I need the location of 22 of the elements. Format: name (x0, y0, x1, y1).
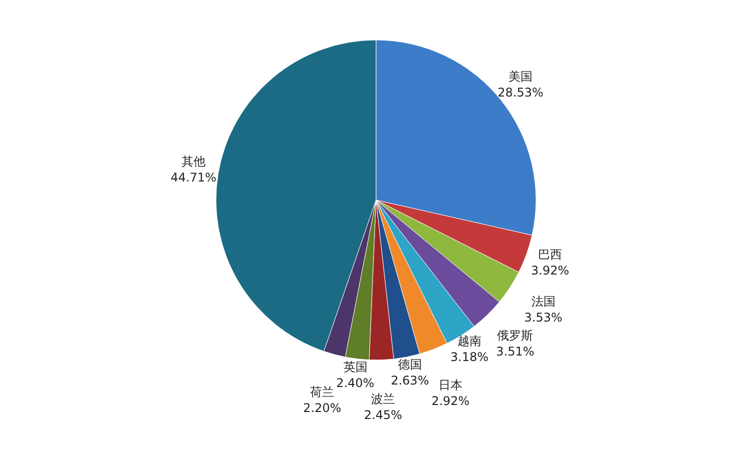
data-label: 2.92% (431, 394, 470, 408)
data-label: 3.53% (524, 310, 562, 325)
data-label: 28.53% (498, 85, 544, 100)
slice-label: 荷兰 (310, 384, 334, 399)
slice-label: 越南 (457, 334, 482, 348)
slice-label: 波兰 (371, 392, 396, 406)
data-label: 44.71% (170, 170, 216, 184)
data-label: 3.51% (496, 344, 534, 359)
data-label: 3.18% (450, 350, 489, 364)
data-label: 3.92% (531, 264, 570, 278)
slice-label: 俄罗斯 (497, 328, 534, 343)
slice-label: 美国 (508, 69, 533, 84)
slice-label: 其他 (182, 154, 206, 168)
data-label: 2.45% (364, 408, 402, 422)
slice-label: 巴西 (538, 248, 562, 262)
data-label: 2.40% (336, 376, 374, 390)
slice-label: 法国 (531, 294, 556, 309)
data-label: 2.63% (390, 374, 429, 388)
slice-label: 英国 (343, 360, 368, 374)
slice-label: 日本 (438, 378, 463, 392)
data-label: 2.20% (303, 400, 342, 415)
slice-label: 德国 (398, 358, 422, 372)
